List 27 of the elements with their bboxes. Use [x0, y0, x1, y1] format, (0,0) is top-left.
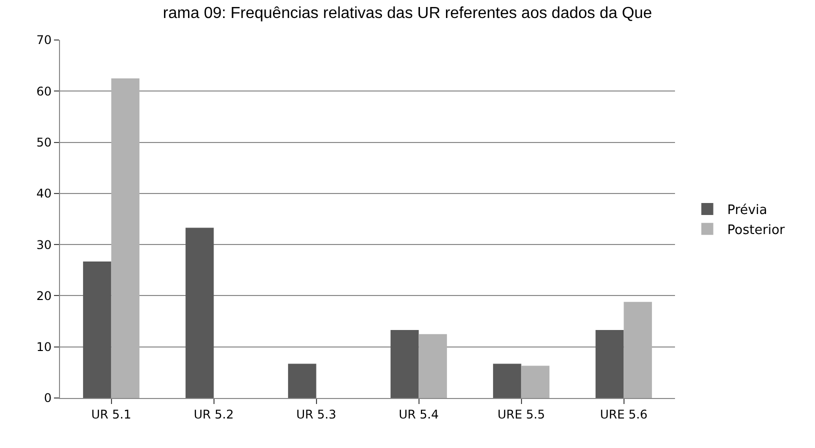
x-tick-label: URE 5.5: [497, 407, 546, 422]
x-tick-label: UR 5.3: [296, 407, 336, 422]
x-tick-label: UR 5.4: [398, 407, 439, 422]
bar: [418, 334, 447, 398]
y-tick-label: 70: [36, 33, 52, 48]
bar: [288, 364, 316, 398]
bar: [493, 364, 522, 398]
y-tick-label: 20: [36, 288, 52, 303]
y-tick-label: 0: [44, 391, 52, 406]
y-tick-label: 60: [36, 84, 52, 98]
y-tick-label: 50: [36, 135, 52, 150]
x-tick-label: UR 5.1: [91, 407, 132, 422]
bar: [624, 302, 652, 398]
y-tick-label: 30: [36, 238, 52, 252]
bar: [521, 366, 550, 398]
bar: [186, 228, 214, 398]
y-tick-label: 40: [36, 186, 52, 201]
legend-label: Posterior: [727, 222, 786, 238]
bar: [83, 261, 112, 398]
legend-label: Prévia: [727, 203, 768, 218]
bar: [596, 330, 624, 398]
x-tick-label: UR 5.2: [194, 407, 234, 422]
y-tick-label: 10: [36, 340, 52, 354]
x-tick-label: URE 5.6: [600, 407, 648, 422]
bar: [111, 78, 140, 398]
bar: [390, 330, 419, 398]
chart-title: rama 09: Frequências relativas das UR referentes aos dados da Que: [162, 4, 652, 22]
